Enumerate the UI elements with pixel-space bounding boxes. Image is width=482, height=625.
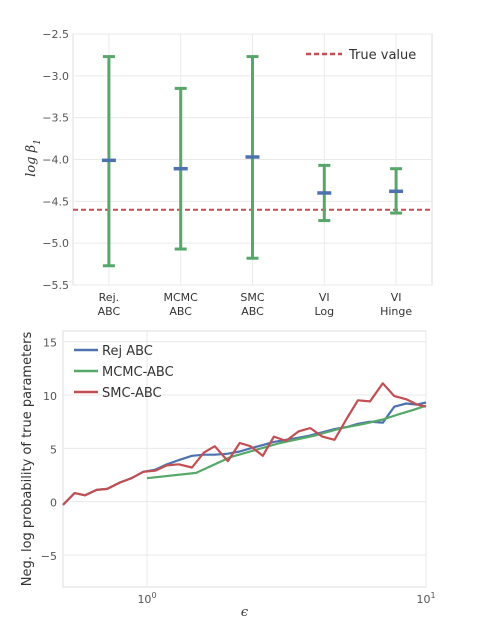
category-label-line1: VI bbox=[319, 291, 330, 304]
bottom-ytick-label: 15 bbox=[43, 337, 57, 350]
bottom-ytick-label: 0 bbox=[50, 497, 57, 510]
bottom-xtick-label: 101 bbox=[416, 591, 435, 606]
errorbar-4 bbox=[389, 167, 404, 215]
top-ytick-label: −2.5 bbox=[42, 28, 69, 41]
legend-label-true-value: True value bbox=[348, 48, 416, 63]
xtick-exponent: 0 bbox=[151, 591, 156, 600]
top-ylabel-subscript: 1 bbox=[33, 139, 43, 145]
top-ytick-label: −3.5 bbox=[42, 112, 69, 125]
category-label-line1: SMC bbox=[240, 291, 264, 304]
top-ytick-label: −5.0 bbox=[42, 237, 69, 250]
bottom-ytick-label: −5 bbox=[41, 550, 57, 563]
category-label-line2: ABC bbox=[241, 305, 264, 318]
category-label-line2: Hinge bbox=[380, 305, 412, 318]
xtick-base: 10 bbox=[137, 593, 151, 606]
top-ylabel: log β1 bbox=[24, 139, 43, 177]
category-label-line2: Log bbox=[314, 305, 334, 318]
bottom-xlabel: ϵ bbox=[241, 605, 249, 620]
errorbar-2 bbox=[245, 55, 260, 260]
category-label-line1: Rej. bbox=[99, 291, 119, 304]
bottom-ytick-label: 5 bbox=[50, 443, 57, 456]
errorbar-1 bbox=[173, 86, 188, 251]
bottom-legend: Rej ABC MCMC-ABC SMC-ABC bbox=[74, 344, 174, 401]
category-label-line2: ABC bbox=[98, 305, 121, 318]
bottom-ylabel: Neg. log probability of true parameters bbox=[20, 331, 35, 586]
bottom-plot-area bbox=[62, 330, 427, 588]
top-legend: True value bbox=[306, 48, 416, 63]
top-ylabel-text: log β bbox=[24, 145, 39, 177]
category-label-line1: VI bbox=[391, 291, 402, 304]
bottom-xtick-label: 100 bbox=[137, 591, 156, 606]
errorbar-0 bbox=[101, 55, 116, 268]
xtick-base: 10 bbox=[416, 593, 430, 606]
bottom-ytick-label: 10 bbox=[43, 390, 57, 403]
top-ytick-label: −4.0 bbox=[42, 154, 69, 167]
xtick-exponent: 1 bbox=[430, 591, 435, 600]
legend-label: MCMC-ABC bbox=[102, 365, 174, 380]
top-ytick-label: −3.0 bbox=[42, 70, 69, 83]
legend-label: Rej ABC bbox=[102, 344, 153, 359]
series-line-smc-abc bbox=[62, 382, 427, 506]
legend-label: SMC-ABC bbox=[102, 386, 162, 401]
category-label-line1: MCMC bbox=[164, 291, 199, 304]
errorbar-3 bbox=[317, 163, 332, 223]
top-ytick-label: −4.5 bbox=[42, 195, 69, 208]
category-label-line2: ABC bbox=[169, 305, 192, 318]
top-ytick-label: −5.5 bbox=[42, 279, 69, 292]
